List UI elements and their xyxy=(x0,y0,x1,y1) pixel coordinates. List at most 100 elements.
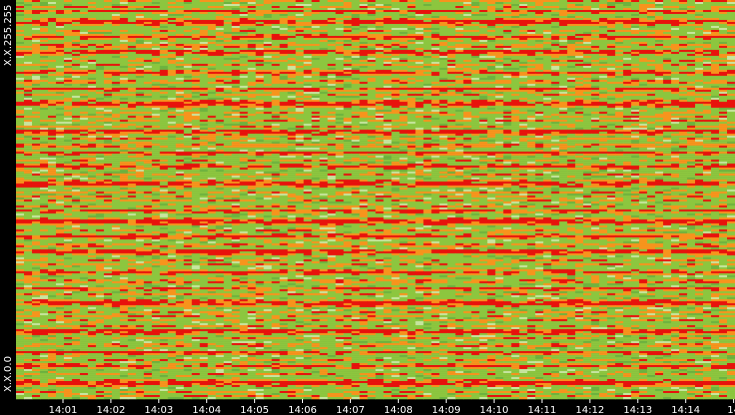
heatmap-cell xyxy=(151,43,161,47)
heatmap-cell xyxy=(583,65,592,69)
heatmap-cell xyxy=(695,71,704,75)
heatmap-cell xyxy=(79,19,89,23)
heatmap-cell xyxy=(695,27,704,31)
heatmap-cell xyxy=(111,77,121,81)
heatmap-cell xyxy=(271,81,281,85)
heatmap-cell xyxy=(679,39,688,43)
heatmap-cell xyxy=(511,89,520,93)
heatmap-cell xyxy=(111,37,121,41)
heatmap-cell xyxy=(255,63,265,67)
heatmap-cell xyxy=(47,45,57,49)
heatmap-cell xyxy=(175,109,185,113)
heatmap-cell xyxy=(271,39,281,43)
heatmap-cell xyxy=(351,7,361,11)
heatmap-cell xyxy=(103,85,113,89)
heatmap-cell xyxy=(567,57,576,61)
heatmap-cell xyxy=(103,5,113,9)
heatmap-cell xyxy=(127,0,137,3)
heatmap-cell xyxy=(543,9,552,13)
heatmap-cell xyxy=(719,95,728,99)
heatmap-cell xyxy=(695,19,704,23)
heatmap-cell xyxy=(639,29,648,33)
heatmap-cell xyxy=(335,105,345,109)
heatmap-cell xyxy=(16,63,25,67)
heatmap-cell xyxy=(143,3,153,7)
heatmap-cell xyxy=(551,17,560,21)
heatmap-cell xyxy=(287,65,297,69)
heatmap-cell xyxy=(431,59,440,63)
heatmap-cell xyxy=(87,101,97,105)
heatmap-cell xyxy=(295,49,305,53)
heatmap-cell xyxy=(55,31,65,35)
heatmap-cell xyxy=(335,77,345,81)
heatmap-cell xyxy=(151,109,161,113)
heatmap-cell xyxy=(119,25,129,29)
heatmap-cell xyxy=(583,33,592,37)
heatmap-cell xyxy=(359,75,369,79)
heatmap-cell xyxy=(183,85,193,89)
heatmap-cell xyxy=(551,15,560,19)
heatmap-cell xyxy=(551,27,560,31)
heatmap-cell xyxy=(695,55,704,59)
heatmap-cell xyxy=(31,45,41,49)
heatmap-cell xyxy=(671,9,680,13)
heatmap-cell xyxy=(495,97,504,101)
heatmap-cell xyxy=(383,15,392,19)
heatmap-cell xyxy=(95,61,105,65)
heatmap-cell xyxy=(287,15,297,19)
heatmap-cell xyxy=(47,59,57,63)
heatmap-cell xyxy=(591,25,600,29)
heatmap-cell xyxy=(495,69,504,73)
heatmap-cell xyxy=(167,73,177,77)
heatmap-cell xyxy=(167,59,177,63)
heatmap-cell xyxy=(335,23,345,27)
heatmap-cell xyxy=(191,57,201,61)
heatmap-cell xyxy=(631,71,640,75)
heatmap-cell xyxy=(527,3,536,7)
heatmap-cell xyxy=(63,51,73,55)
heatmap-cell xyxy=(287,19,297,23)
heatmap-cell xyxy=(327,87,337,91)
heatmap-cell xyxy=(719,7,728,11)
heatmap-cell xyxy=(271,77,281,81)
heatmap-cell xyxy=(71,47,81,51)
heatmap-cell xyxy=(607,7,616,11)
heatmap-cell xyxy=(479,65,488,69)
heatmap-cell xyxy=(231,21,241,25)
heatmap-cell xyxy=(551,71,560,75)
heatmap-cell xyxy=(551,79,560,83)
heatmap-cell xyxy=(535,73,544,77)
heatmap-cell xyxy=(311,23,321,27)
heatmap-cell xyxy=(175,29,185,33)
heatmap-cell xyxy=(183,69,193,73)
heatmap-cell xyxy=(143,63,153,67)
heatmap-cell xyxy=(255,61,265,65)
heatmap-cell xyxy=(415,75,424,79)
heatmap-cell xyxy=(215,93,225,97)
heatmap-cell xyxy=(431,55,440,59)
heatmap-cell xyxy=(295,73,305,77)
heatmap-cell xyxy=(719,17,728,21)
heatmap-cell xyxy=(343,77,353,81)
heatmap-cell xyxy=(671,61,680,65)
heatmap-cell xyxy=(111,13,121,17)
heatmap-cell xyxy=(327,21,337,25)
heatmap-cell xyxy=(199,71,209,75)
heatmap-cell xyxy=(543,57,552,61)
heatmap-cell xyxy=(471,29,480,33)
heatmap-cell xyxy=(559,89,568,93)
heatmap-cell xyxy=(391,19,400,23)
heatmap-cell xyxy=(519,93,528,97)
heatmap-cell xyxy=(519,107,528,111)
heatmap-cell xyxy=(647,85,656,89)
heatmap-cell xyxy=(391,17,400,21)
heatmap-cell xyxy=(447,71,456,75)
heatmap-cell xyxy=(423,2,432,5)
heatmap-cell xyxy=(311,17,321,21)
heatmap-cell xyxy=(583,13,592,17)
heatmap-cell xyxy=(279,105,289,109)
heatmap-cell xyxy=(591,93,600,97)
heatmap-cell xyxy=(567,29,576,33)
heatmap-cell xyxy=(415,35,424,39)
heatmap-cell xyxy=(111,55,121,59)
